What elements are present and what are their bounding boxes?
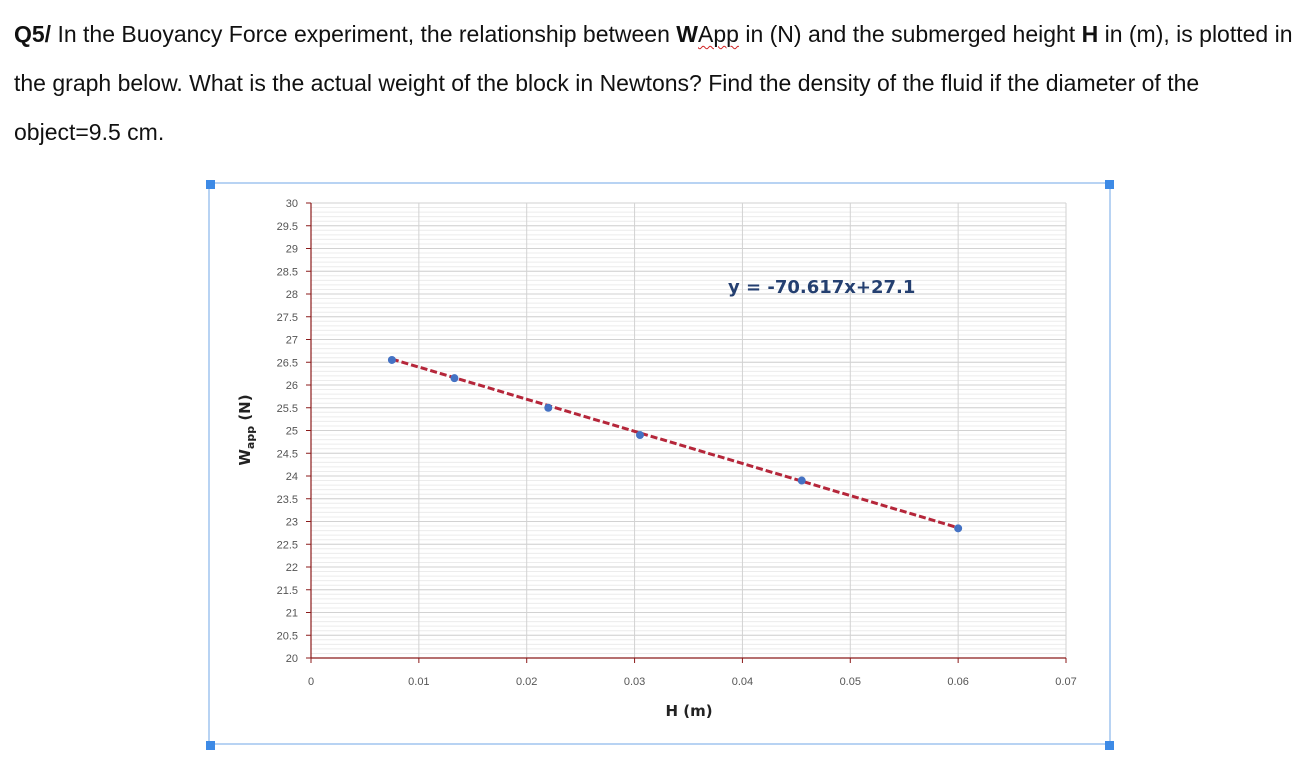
y-tick-label: 24 <box>286 471 298 483</box>
y-tick-label: 24.5 <box>277 448 298 460</box>
x-tick-label: 0.04 <box>732 676 753 688</box>
y-tick-label: 25 <box>286 426 298 438</box>
chart-frame <box>208 182 1111 745</box>
data-point <box>954 524 963 533</box>
chart-grid <box>310 202 1067 659</box>
x-tick-label: 0.07 <box>1055 676 1076 688</box>
x-tick-label: 0.02 <box>516 676 537 688</box>
data-point <box>635 431 644 440</box>
data-point <box>450 374 459 383</box>
y-tick-label: 23.5 <box>277 494 298 506</box>
x-tick-label: 0.05 <box>840 676 861 688</box>
y-tick-label: 22 <box>286 562 298 574</box>
chart-trendline-group <box>391 357 959 530</box>
y-tick-label: 27 <box>286 335 298 347</box>
x-axis-label: H (m) <box>665 702 712 720</box>
y-tick-label: 23 <box>286 517 298 529</box>
y-tick-label: 20 <box>286 653 298 665</box>
y-tick-label: 21.5 <box>277 585 298 597</box>
y-tick-label: 26 <box>286 380 298 392</box>
y-tick-label: 20.5 <box>277 630 298 642</box>
y-tick-label: 21 <box>286 608 298 620</box>
y-tick-label: 27.5 <box>277 312 298 324</box>
x-tick-label: 0.03 <box>624 676 645 688</box>
y-axis-label-unit: (N) <box>236 394 254 426</box>
y-tick-label: 28.5 <box>277 266 298 278</box>
data-point <box>387 355 396 364</box>
x-tick-label: 0 <box>308 676 314 688</box>
resize-handle-top-left[interactable] <box>206 180 215 189</box>
question-part-1: In the Buoyancy Force experiment, the re… <box>57 21 677 47</box>
w-symbol: W <box>676 21 698 47</box>
question-label: Q5/ <box>14 21 52 47</box>
y-tick-label: 29.5 <box>277 221 298 233</box>
y-axis-label-sub: app <box>244 426 257 449</box>
y-tick-label: 29 <box>286 244 298 256</box>
question-part-2: in (N) and the submerged height <box>738 21 1082 47</box>
x-tick-label: 0.06 <box>947 676 968 688</box>
resize-handle-bottom-right[interactable] <box>1105 741 1114 750</box>
trendline-equation: y = -70.617x+27.1 <box>728 277 915 298</box>
y-tick-label: 30 <box>286 198 298 210</box>
y-axis-label: Wapp (N) <box>236 394 257 465</box>
resize-handle-bottom-left[interactable] <box>206 741 215 750</box>
chart-ticks: 20 20.5 21 21.5 22 22.5 23 23.5 24 24.5 25 25.5 26 26… <box>277 198 1077 688</box>
trendline <box>391 357 959 530</box>
x-tick-label: 0.01 <box>408 676 429 688</box>
resize-handle-top-right[interactable] <box>1105 180 1114 189</box>
y-tick-label: 25.5 <box>277 403 298 415</box>
data-point <box>797 476 806 485</box>
y-tick-label: 22.5 <box>277 539 298 551</box>
w-subscript: App <box>698 21 739 47</box>
question-part-3: in (m), is plotted in the graph below. W… <box>14 21 1293 145</box>
data-point <box>544 403 553 412</box>
y-axis-label-main: W <box>236 449 254 466</box>
h-symbol: H <box>1081 21 1099 47</box>
y-tick-label: 28 <box>286 289 298 301</box>
question-text: Q5/ In the Buoyancy Force experiment, th… <box>14 10 1294 157</box>
y-tick-label: 26.5 <box>277 357 298 369</box>
chart-points <box>387 355 963 533</box>
